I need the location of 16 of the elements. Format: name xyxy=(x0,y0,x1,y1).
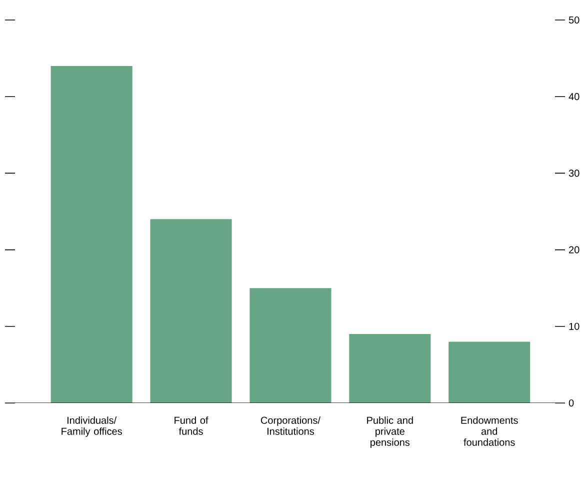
x-tick-label: Endowments and foundations xyxy=(461,416,518,446)
x-tick-label: Public and private pensions xyxy=(367,416,413,448)
y-tick-label: 20 xyxy=(569,246,580,254)
bar xyxy=(50,66,132,403)
bar xyxy=(349,334,431,403)
y-tick-label: 40 xyxy=(568,93,580,100)
bar xyxy=(150,219,232,403)
y-tick-label: 30 xyxy=(568,170,580,177)
x-tick-label: Individuals/ Family offices xyxy=(62,416,122,437)
y-tick-label: 50 xyxy=(568,16,580,24)
y-tick-label: 0 xyxy=(568,399,574,407)
y-tick-label: 10 xyxy=(569,322,580,330)
x-tick-label: Corporations/ Institutions xyxy=(260,416,320,435)
x-tick-label: Fund of funds xyxy=(174,416,208,435)
bar xyxy=(448,342,530,403)
bar xyxy=(250,288,332,403)
